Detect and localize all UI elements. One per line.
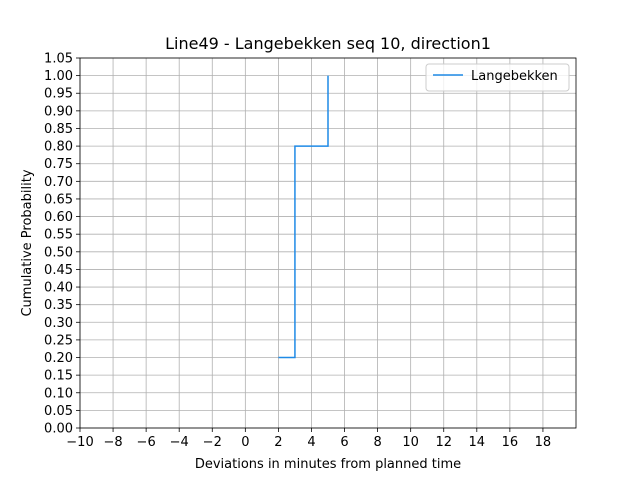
y-tick-label: 1.05 — [44, 52, 73, 67]
y-tick-label: 0.90 — [44, 104, 73, 119]
y-tick-label: 0.85 — [44, 122, 73, 137]
y-tick-label: 0.80 — [44, 140, 73, 155]
legend-label-langebekken: Langebekken — [471, 69, 558, 84]
y-tick-label: 0.35 — [44, 298, 73, 313]
y-tick-label: 0.30 — [44, 316, 73, 331]
x-tick-label: 2 — [274, 435, 282, 450]
grid — [79, 57, 576, 429]
x-tick-label: −10 — [66, 435, 93, 450]
axes — [79, 57, 577, 429]
y-tick-label: 0.70 — [44, 175, 73, 190]
y-tick-label: 1.00 — [44, 69, 73, 84]
legend: Langebekken — [425, 63, 570, 92]
y-tick-label: 0.40 — [44, 281, 73, 296]
series-line-langebekken — [278, 75, 329, 359]
y-axis-ticks: 0.00 0.05 0.10 0.15 0.20 0.25 0.30 0.35 0.40 0.45… — [44, 52, 80, 437]
y-tick-label: 0.50 — [44, 245, 73, 260]
x-tick-label: 8 — [373, 435, 381, 450]
x-tick-label: 16 — [502, 435, 519, 450]
y-tick-label: 0.55 — [44, 228, 73, 243]
x-axis-ticks: −10 −8 −6 −4 −2 0 2 4 6 8 10 12 14 16 18 — [66, 428, 551, 450]
y-tick-label: 0.05 — [44, 404, 73, 419]
x-tick-label: 18 — [535, 435, 552, 450]
y-tick-label: 0.00 — [44, 422, 73, 437]
x-tick-label: 6 — [340, 435, 348, 450]
x-tick-label: −6 — [137, 435, 156, 450]
y-tick-label: 0.65 — [44, 192, 73, 207]
y-tick-label: 0.25 — [44, 333, 73, 348]
x-tick-label: −4 — [170, 435, 189, 450]
x-tick-label: 12 — [435, 435, 452, 450]
legend-box — [425, 63, 570, 92]
x-tick-label: 10 — [402, 435, 419, 450]
y-axis-label: Cumulative Probability — [20, 169, 35, 316]
y-tick-label: 0.45 — [44, 263, 73, 278]
x-tick-label: 14 — [469, 435, 486, 450]
plot-frame — [79, 57, 577, 429]
series-layer — [278, 75, 329, 359]
x-tick-label: −8 — [103, 435, 122, 450]
y-tick-label: 0.10 — [44, 386, 73, 401]
y-tick-label: 0.60 — [44, 210, 73, 225]
y-tick-label: 0.75 — [44, 157, 73, 172]
chart-title: Line49 - Langebekken seq 10, direction1 — [165, 34, 491, 53]
y-tick-label: 0.15 — [44, 369, 73, 384]
x-tick-label: 4 — [307, 435, 315, 450]
x-tick-label: −2 — [203, 435, 222, 450]
y-tick-label: 0.95 — [44, 87, 73, 102]
y-tick-label: 0.20 — [44, 351, 73, 366]
x-axis-label: Deviations in minutes from planned time — [195, 457, 461, 472]
x-tick-label: 0 — [241, 435, 249, 450]
